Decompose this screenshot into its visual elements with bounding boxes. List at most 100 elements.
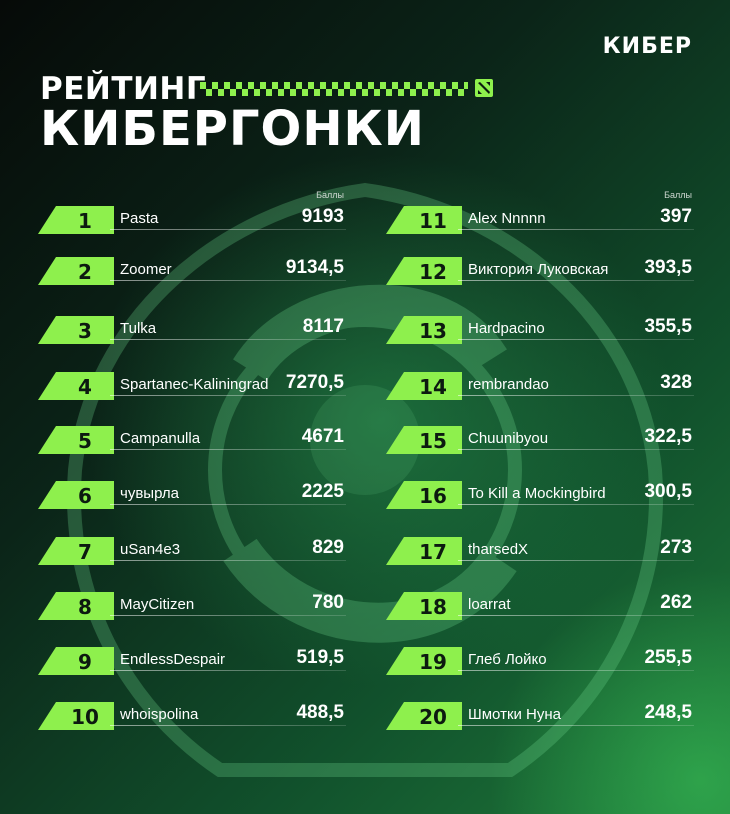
rank-number: 12 (419, 260, 447, 284)
rank-badge: 12 (386, 257, 462, 285)
player-score: 8117 (302, 316, 344, 337)
ranking-row: 13 Hardpacino 355,5 (386, 306, 696, 346)
ranking-row: 1 Pasta 9193 (38, 196, 348, 236)
ranking-row: 16 To Kill a Mockingbird 300,5 (386, 471, 696, 511)
player-name: whoispolina (120, 706, 199, 723)
ranking-row: 8 MayCitizen 780 (38, 582, 348, 622)
player-score: 262 (660, 592, 692, 613)
player-score: 829 (312, 537, 344, 558)
rank-number: 6 (78, 484, 92, 508)
row-divider (110, 449, 346, 450)
ranking-row: 11 Alex Nnnnn 397 (386, 196, 696, 236)
player-name: MayCitizen (120, 596, 195, 613)
row-divider (110, 395, 346, 396)
rank-badge: 3 (38, 316, 114, 344)
rank-badge: 17 (386, 537, 462, 565)
ranking-row: 18 loarrat 262 (386, 582, 696, 622)
ranking-row: 9 EndlessDespair 519,5 (38, 637, 348, 677)
brand-logo: КИБЕР (602, 34, 692, 59)
rank-number: 7 (78, 540, 92, 564)
ranking-row: 12 Виктория Луковская 393,5 (386, 247, 696, 287)
rank-number: 5 (78, 429, 92, 453)
player-name: tharsedX (468, 541, 529, 558)
rank-badge: 8 (38, 592, 114, 620)
row-divider (458, 280, 694, 281)
rank-number: 1 (78, 209, 92, 233)
rank-number: 14 (419, 375, 447, 399)
checker-flag-strip (200, 82, 468, 96)
player-score: 9193 (301, 206, 344, 227)
row-divider (110, 229, 346, 230)
rank-number: 10 (71, 705, 99, 729)
row-divider (458, 670, 694, 671)
row-divider (458, 449, 694, 450)
rank-badge: 9 (38, 647, 114, 675)
rank-number: 4 (78, 375, 92, 399)
row-divider (110, 670, 346, 671)
ranking-row: 7 uSan4e3 829 (38, 527, 348, 567)
rank-number: 20 (419, 705, 447, 729)
row-divider (110, 615, 346, 616)
rank-badge: 5 (38, 426, 114, 454)
player-score: 519,5 (296, 647, 344, 668)
ranking-row: 14 rembrandao 328 (386, 362, 696, 402)
player-name: loarrat (468, 596, 511, 613)
row-divider (110, 725, 346, 726)
rank-number: 9 (78, 650, 92, 674)
row-divider (110, 504, 346, 505)
player-score: 7270,5 (285, 372, 344, 393)
ranking-row: 15 Chuunibyou 322,5 (386, 416, 696, 456)
player-score: 255,5 (644, 647, 692, 668)
rank-badge: 19 (386, 647, 462, 675)
player-score: 4671 (301, 426, 344, 447)
rank-number: 18 (419, 595, 447, 619)
dota-icon (475, 79, 493, 97)
rank-number: 16 (419, 484, 447, 508)
player-name: rembrandao (468, 376, 549, 393)
points-label: Баллы (664, 190, 692, 200)
rank-badge: 4 (38, 372, 114, 400)
player-name: Глеб Лойко (468, 651, 547, 668)
player-score: 397 (660, 206, 692, 227)
player-score: 780 (312, 592, 344, 613)
aegis-emblem-icon (67, 182, 663, 777)
row-divider (458, 339, 694, 340)
ranking-row: 19 Глеб Лойко 255,5 (386, 637, 696, 677)
rank-badge: 20 (386, 702, 462, 730)
player-score: 2225 (301, 481, 344, 502)
rank-badge: 2 (38, 257, 114, 285)
ranking-row: 10 whoispolina 488,5 (38, 692, 348, 732)
rank-number: 13 (419, 319, 447, 343)
row-divider (458, 725, 694, 726)
points-label: Баллы (316, 190, 344, 200)
rank-number: 8 (78, 595, 92, 619)
rank-badge: 7 (38, 537, 114, 565)
player-score: 355,5 (644, 316, 692, 337)
player-name: чувырла (120, 485, 179, 502)
ranking-row: 5 Campanulla 4671 (38, 416, 348, 456)
rank-badge: 15 (386, 426, 462, 454)
player-name: EndlessDespair (120, 651, 226, 668)
row-divider (110, 560, 346, 561)
ranking-row: 3 Tulka 8117 (38, 306, 348, 346)
rank-number: 15 (419, 429, 447, 453)
player-name: Tulka (120, 320, 157, 337)
ranking-row: 20 Шмотки Нуна 248,5 (386, 692, 696, 732)
ranking-row: 17 tharsedX 273 (386, 527, 696, 567)
ranking-row: 6 чувырла 2225 (38, 471, 348, 511)
player-score: 488,5 (296, 702, 344, 723)
rank-badge: 6 (38, 481, 114, 509)
row-divider (458, 504, 694, 505)
rank-number: 11 (419, 209, 447, 233)
rank-number: 19 (419, 650, 447, 674)
row-divider (458, 560, 694, 561)
ranking-row: 4 Spartanec-Kaliningrad 7270,5 (38, 362, 348, 402)
player-name: uSan4e3 (120, 541, 181, 558)
rank-badge: 18 (386, 592, 462, 620)
rank-number: 3 (78, 319, 92, 343)
player-name: Шмотки Нуна (468, 706, 562, 723)
row-divider (458, 395, 694, 396)
row-divider (458, 615, 694, 616)
player-name: To Kill a Mockingbird (468, 485, 606, 502)
player-score: 328 (660, 372, 692, 393)
